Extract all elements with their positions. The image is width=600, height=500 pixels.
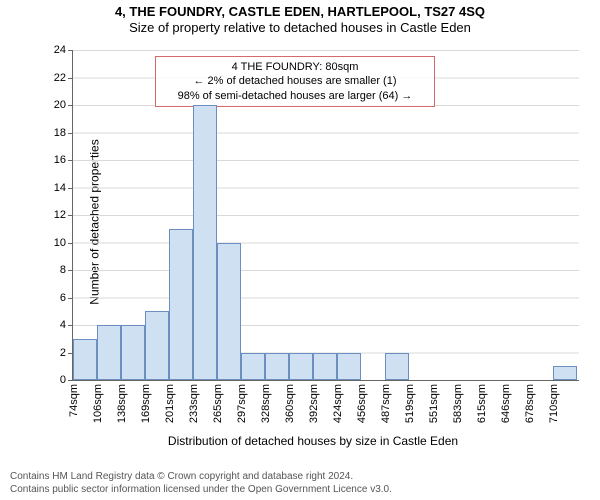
histogram-bar [337, 353, 361, 381]
y-tick: 16 [36, 154, 66, 166]
footer-attribution: Contains HM Land Registry data © Crown c… [10, 471, 590, 496]
histogram-bar [193, 105, 217, 380]
plot-region: 4 THE FOUNDRY: 80sqm ← 2% of detached ho… [72, 50, 579, 381]
x-tick: 456sqm [356, 384, 368, 423]
x-tick: 328sqm [260, 384, 272, 423]
y-tick: 22 [36, 72, 66, 84]
y-tick: 12 [36, 209, 66, 221]
title-line1: 4, THE FOUNDRY, CASTLE EDEN, HARTLEPOOL,… [0, 4, 600, 20]
x-tick: 169sqm [140, 384, 152, 423]
x-tick: 583sqm [452, 384, 464, 423]
chart-area: Number of detached properties 4 THE FOUN… [48, 50, 578, 420]
x-tick: 74sqm [68, 384, 80, 417]
y-tick: 14 [36, 182, 66, 194]
y-tick: 8 [36, 264, 66, 276]
x-tick: 678sqm [524, 384, 536, 423]
y-tick: 0 [36, 374, 66, 386]
x-tick: 233sqm [188, 384, 200, 423]
histogram-bar [553, 366, 577, 380]
x-tick: 646sqm [500, 384, 512, 423]
callout-box: 4 THE FOUNDRY: 80sqm ← 2% of detached ho… [155, 56, 435, 107]
y-tick: 2 [36, 347, 66, 359]
y-tick: 4 [36, 319, 66, 331]
x-tick: 519sqm [404, 384, 416, 423]
x-tick: 424sqm [332, 384, 344, 423]
chart-title-block: 4, THE FOUNDRY, CASTLE EDEN, HARTLEPOOL,… [0, 0, 600, 37]
x-axis-label: Distribution of detached houses by size … [48, 434, 578, 448]
title-line2: Size of property relative to detached ho… [0, 20, 600, 36]
histogram-bar [313, 353, 337, 381]
footer-line2: Contains public sector information licen… [10, 484, 590, 497]
histogram-bar [73, 339, 97, 380]
x-tick: 551sqm [428, 384, 440, 423]
x-tick: 710sqm [548, 384, 560, 423]
footer-line1: Contains HM Land Registry data © Crown c… [10, 471, 590, 484]
x-tick: 106sqm [92, 384, 104, 423]
y-tick: 10 [36, 237, 66, 249]
histogram-bar [169, 229, 193, 380]
y-tick: 18 [36, 127, 66, 139]
histogram-bar [385, 353, 409, 381]
x-tick: 487sqm [380, 384, 392, 423]
x-tick: 392sqm [308, 384, 320, 423]
y-tick: 24 [36, 44, 66, 56]
y-tick: 6 [36, 292, 66, 304]
histogram-bar [145, 311, 169, 380]
histogram-bar [217, 243, 241, 381]
x-tick: 360sqm [284, 384, 296, 423]
x-tick: 201sqm [164, 384, 176, 423]
x-tick: 297sqm [236, 384, 248, 423]
histogram-bar [289, 353, 313, 381]
x-tick: 138sqm [116, 384, 128, 423]
histogram-bar [121, 325, 145, 380]
y-tick: 20 [36, 99, 66, 111]
histogram-bar [265, 353, 289, 381]
histogram-bar [97, 325, 121, 380]
callout-line1: 4 THE FOUNDRY: 80sqm [162, 60, 428, 74]
x-tick: 265sqm [212, 384, 224, 423]
callout-line3: 98% of semi-detached houses are larger (… [162, 89, 428, 103]
histogram-bar [241, 353, 265, 381]
x-tick: 615sqm [476, 384, 488, 423]
callout-line2: ← 2% of detached houses are smaller (1) [162, 74, 428, 88]
